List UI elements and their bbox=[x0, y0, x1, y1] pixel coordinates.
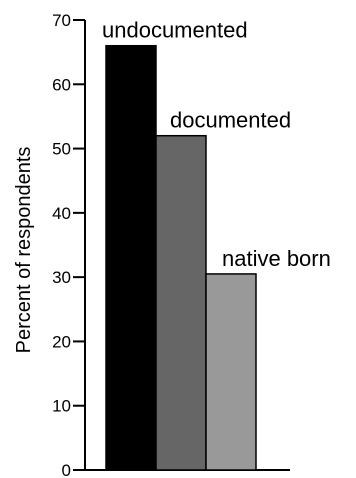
y-tick-label: 50 bbox=[52, 140, 71, 159]
y-axis-label: Percent of respondents bbox=[13, 147, 35, 354]
y-tick-label: 10 bbox=[52, 397, 71, 416]
y-tick-label: 40 bbox=[52, 204, 71, 223]
bar-label-native-born: native born bbox=[222, 246, 331, 271]
y-tick-label: 0 bbox=[62, 461, 71, 478]
bar-native-born bbox=[205, 273, 257, 471]
y-tick-label: 60 bbox=[52, 75, 71, 94]
bar-undocumented bbox=[105, 44, 157, 471]
y-tick-label: 70 bbox=[52, 11, 71, 30]
bar-labels-layer: undocumented documented native born bbox=[102, 18, 331, 271]
axes-layer: 0 10 20 30 40 50 60 70 bbox=[52, 11, 290, 478]
bar-label-undocumented: undocumented bbox=[102, 18, 248, 43]
y-tick-label: 30 bbox=[52, 268, 71, 287]
y-tick-label: 20 bbox=[52, 332, 71, 351]
bar-documented bbox=[155, 134, 207, 471]
bar-label-documented: documented bbox=[170, 108, 291, 133]
bars-layer bbox=[105, 44, 257, 471]
